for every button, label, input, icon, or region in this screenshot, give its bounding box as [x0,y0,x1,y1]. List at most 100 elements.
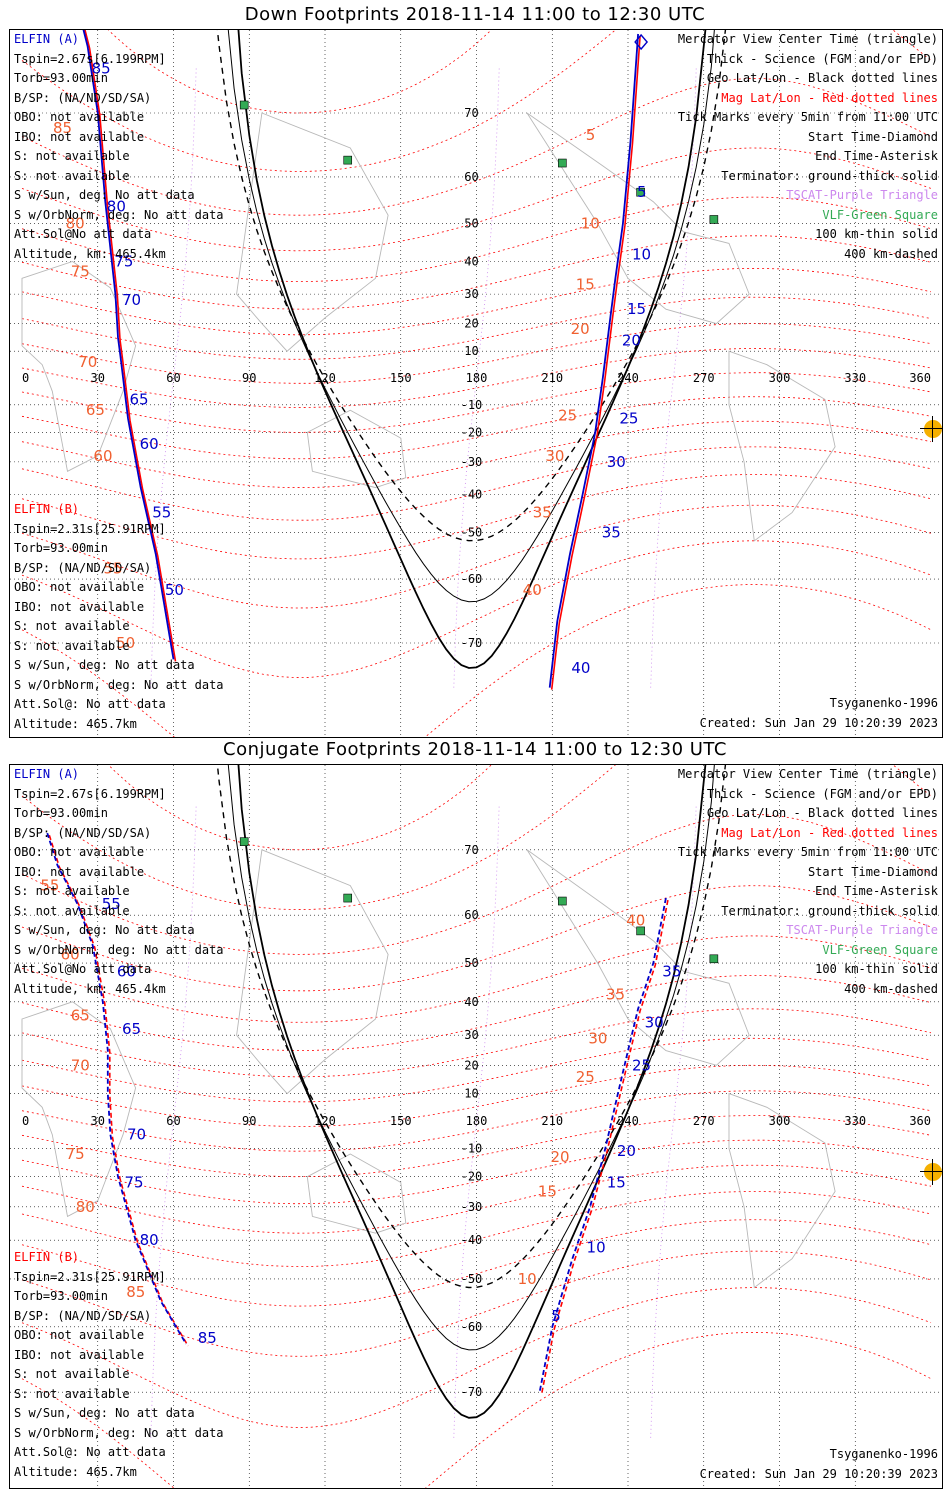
map-panel-down: 0 30 60 90 120 150 180 210 240 270 300 330 360 70 60 50… [9,29,943,738]
mag-latitude-line [21,1008,932,1078]
elfin-b-track [84,30,177,662]
lat-tick-label: -40 [461,1233,483,1247]
legend-line: ELFIN (B) [14,502,80,516]
legend-line: S w/OrbNorm, deg: No att data [14,677,224,692]
lon-tick-label: 0 [22,1114,29,1128]
terminator-100km [227,765,715,1351]
mag-latitude-line [21,504,932,609]
lon-tick-label: 360 [909,1114,931,1128]
lat-tick-label: 40 [464,255,478,269]
lon-tick-label: 120 [314,1114,336,1128]
elfin-a-tick-label: 40 [571,659,590,677]
mag-latitude-line [21,348,932,408]
mag-latitude-line [21,765,932,911]
elfin-b-tick-label: 55 [104,560,123,578]
elfin-a-tick-label: 75 [114,253,133,271]
lon-tick-label: 60 [166,1114,180,1128]
legend-line: ELFIN (A) [14,32,80,46]
legend-line: S: not available [14,884,130,898]
lon-tick-label: 240 [617,1114,639,1128]
legend-line: OBO: not available [14,580,145,594]
right-legend: Mercator View Center Time (triangle) Thic… [678,30,938,264]
elfin-a-tick-label: 35 [602,523,621,541]
landmass-outline [728,1092,836,1289]
legend-line: Tick Marks every 5min from 11:00 UTC [677,845,938,859]
lon-tick-label: 120 [314,371,336,385]
legend-line: S: not available [14,903,130,918]
elfin-b-tick-label: 30 [588,1029,607,1047]
mag-latitude-line [21,77,932,216]
legend-line: End Time-Asterisk [815,884,938,898]
lon-tick-label: 150 [390,1114,412,1128]
mag-latitude-line [21,1219,932,1307]
lon-tick-label: 60 [166,371,180,385]
elfin-b-tick-label: 30 [545,447,564,465]
vlf-station-square [636,187,645,197]
landmass-outline [306,1153,407,1234]
legend-line: TSCAT-Purple Triangle [786,188,938,202]
elfin-b-tick-label: 70 [78,353,97,371]
mag-latitude-line [21,1064,932,1127]
landmass-outline [306,409,407,489]
lon-tick-label: 300 [769,1114,791,1128]
left-legend-a: ELFIN (A) Tspin=2.67s[6.199RPM] Torb=93.00… [14,765,224,999]
elfin-a-tick-label: 30 [607,453,626,471]
legend-line: Mercator View Center Time (triangle) [677,767,938,781]
lat-tick-label: 20 [464,317,478,331]
lat-tick-label: -60 [461,572,483,586]
mag-latitude-line [21,975,932,1051]
map-canvas-conjugate: 0 30 60 90 120 150 180 210 240 270 300 330 360 70 60 50… [10,765,942,1488]
vlf-station-square [343,155,353,165]
vlf-station-square [343,893,353,903]
legend-line: S: not available [14,619,130,633]
elfin-a-tick-label: 65 [122,1020,141,1038]
elfin-b-tick-label: 85 [53,119,72,137]
vlf-station-square [709,954,719,964]
axis-labels: 0 30 60 90 120 150 180 210 240 270 300 330 360 70 60 50… [22,106,931,650]
legend-line: TSCAT-Purple Triangle [786,923,938,937]
elfin-a-tick-label: 65 [130,390,149,408]
legend-line: ELFIN (B) [14,1250,80,1264]
map-canvas-down: 0 30 60 90 120 150 180 210 240 270 300 330 360 70 60 50… [10,30,942,737]
legend-line: End Time-Asterisk [815,149,938,163]
mag-latitude-line [21,1287,932,1428]
legend-line: OBO: not available [14,110,145,124]
lat-tick-label: -10 [461,1141,483,1155]
lon-tick-label: 150 [390,371,412,385]
elfin-a-tick-label: 85 [198,1329,217,1347]
landmass-outline [236,112,389,352]
mag-latitude-line [21,1139,932,1205]
created-timestamp: Created: Sun Jan 29 10:20:39 2023 [699,716,938,730]
elfin-a-tick-label: 60 [117,962,136,980]
mag-latitude-line [21,1115,932,1178]
elfin-a-tick-label: 20 [622,331,641,349]
elfin-a-tick-label: 15 [627,300,646,318]
lat-tick-label: 30 [464,1028,478,1042]
mag-meridian-line [453,804,500,1438]
mag-latitude-line [21,396,932,460]
geo-grid [10,30,942,737]
legend-line: Torb=93.00min [14,806,108,820]
legend-line: 400 km-dashed [844,981,938,996]
elfin-b-tick-label: 60 [61,945,80,963]
elfin-a-track [82,30,175,660]
legend-line: S w/Sun, deg: No att data [14,188,195,202]
legend-line: Start Time-Diamond [807,864,938,879]
legend-line: IBO: not available [14,864,145,879]
elfin-b-tick-label: 50 [116,634,135,652]
lat-tick-label: 20 [464,1058,478,1072]
elfin-a-tick-label: 60 [140,435,159,453]
legend-line: S w/Sun, deg: No att data [14,658,195,672]
elfin-b-tick-label: 5 [586,126,596,144]
lat-tick-label: 50 [464,956,478,970]
lon-tick-label: 30 [91,371,105,385]
elfin-a-tick-label: 50 [165,581,184,599]
legend-line: S w/Sun, deg: No att data [14,923,195,937]
elfin-a-tick-label: 55 [102,895,121,913]
elfin-b-tick-label: 65 [71,1007,90,1025]
legend-line: Altitude: 465.7km [14,1464,137,1479]
legend-line: B/SP: (NA/ND/SD/SA) [14,90,152,105]
lon-tick-label: 0 [22,371,29,385]
legend-line: Terminator: ground-thick solid [721,168,938,183]
legend-line: S w/OrbNorm, deg: No att data [14,207,224,222]
